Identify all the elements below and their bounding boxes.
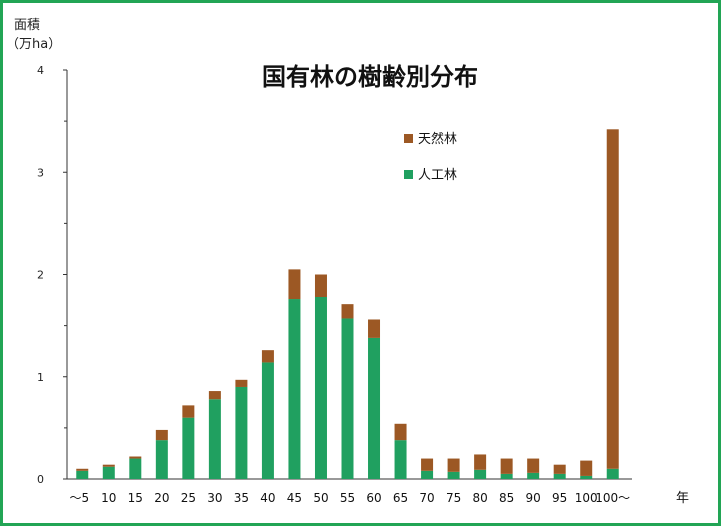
- bar-segment-natural: [394, 423, 407, 441]
- bar-segment-natural: [447, 458, 460, 472]
- bar-segment-natural: [76, 468, 89, 471]
- x-tick-label: 85: [499, 491, 514, 505]
- bar-segment-planted: [421, 470, 434, 479]
- y-tick-label: 2: [37, 269, 44, 282]
- x-tick-label: 50: [313, 491, 328, 505]
- x-tick-label: 75: [446, 491, 461, 505]
- bar-segment-natural: [421, 458, 434, 471]
- bar-segment-planted: [76, 470, 89, 479]
- bar-segment-natural: [261, 350, 274, 363]
- x-tick-label: 80: [472, 491, 487, 505]
- bar-segment-planted: [474, 469, 487, 479]
- bar-segment-planted: [208, 399, 221, 479]
- legend-label: 天然林: [418, 131, 457, 147]
- bar-segment-planted: [606, 468, 619, 479]
- legend-swatch: [404, 170, 413, 179]
- bar-segment-planted: [394, 440, 407, 479]
- x-tick-label: 55: [340, 491, 355, 505]
- y-tick-label: 1: [37, 371, 44, 384]
- bar-segment-planted: [368, 337, 381, 479]
- x-tick-label: 35: [234, 491, 249, 505]
- bar-segment-natural: [341, 304, 354, 319]
- bar-segment-planted: [182, 417, 195, 479]
- bar-segment-planted: [527, 472, 540, 479]
- x-tick-label: 60: [366, 491, 381, 505]
- legend-label: 人工林: [418, 168, 457, 183]
- y-tick-label: 0: [37, 473, 44, 486]
- bar-segment-natural: [368, 319, 381, 338]
- x-tick-label: 〜5: [69, 491, 89, 505]
- bar-segment-natural: [129, 456, 142, 459]
- chart-title: 国有林の樹齢別分布: [262, 63, 478, 91]
- x-tick-label: 100〜: [595, 491, 630, 505]
- y-ticks: 0 1 2 3 4: [37, 64, 67, 486]
- bar-segment-planted: [500, 473, 513, 479]
- bars-group: [76, 129, 619, 479]
- bar-segment-natural: [208, 391, 221, 400]
- x-tick-label: 45: [287, 491, 302, 505]
- x-tick-label: 25: [181, 491, 196, 505]
- x-tick-label: 95: [552, 491, 567, 505]
- bar-segment-natural: [553, 464, 566, 474]
- x-tick-label: 15: [128, 491, 143, 505]
- bar-segment-natural: [235, 379, 248, 387]
- bar-segment-planted: [155, 440, 168, 479]
- bar-segment-natural: [155, 429, 168, 441]
- bar-segment-planted: [341, 318, 354, 479]
- y-axis-unit: （万ha）: [6, 37, 61, 52]
- bar-segment-planted: [129, 458, 142, 479]
- bar-segment-natural: [500, 458, 513, 474]
- y-axis-label: 面積: [14, 18, 40, 33]
- bar-segment-natural: [580, 460, 593, 476]
- bar-segment-planted: [261, 362, 274, 479]
- bar-segment-planted: [580, 475, 593, 479]
- bar-segment-planted: [102, 466, 115, 479]
- x-tick-label: 65: [393, 491, 408, 505]
- bar-segment-natural: [102, 464, 115, 467]
- bar-segment-planted: [314, 296, 327, 479]
- bar-segment-planted: [235, 386, 248, 479]
- x-tick-label: 20: [154, 491, 169, 505]
- bar-segment-planted: [553, 473, 566, 479]
- y-tick-label: 3: [37, 166, 44, 179]
- legend-swatch: [404, 134, 413, 143]
- x-tick-label: 30: [207, 491, 222, 505]
- bar-segment-natural: [474, 454, 487, 470]
- bar-segment-planted: [288, 299, 301, 479]
- x-tick-label: 90: [526, 491, 541, 505]
- bar-segment-natural: [606, 129, 619, 469]
- y-tick-label: 4: [37, 64, 44, 77]
- x-ticks: 〜5 10 15 20 25 30 35 40 45 50 55 60 65 70 75 80 85 90 95 10…: [69, 491, 630, 505]
- bar-segment-natural: [314, 274, 327, 297]
- x-axis-label: 年: [676, 491, 689, 506]
- x-tick-label: 40: [260, 491, 275, 505]
- bar-segment-planted: [447, 471, 460, 479]
- bar-segment-natural: [288, 269, 301, 300]
- x-tick-label: 10: [101, 491, 116, 505]
- x-tick-label: 70: [419, 491, 434, 505]
- x-tick-label: 100: [575, 491, 598, 505]
- bar-segment-natural: [182, 405, 195, 418]
- bar-segment-natural: [527, 458, 540, 473]
